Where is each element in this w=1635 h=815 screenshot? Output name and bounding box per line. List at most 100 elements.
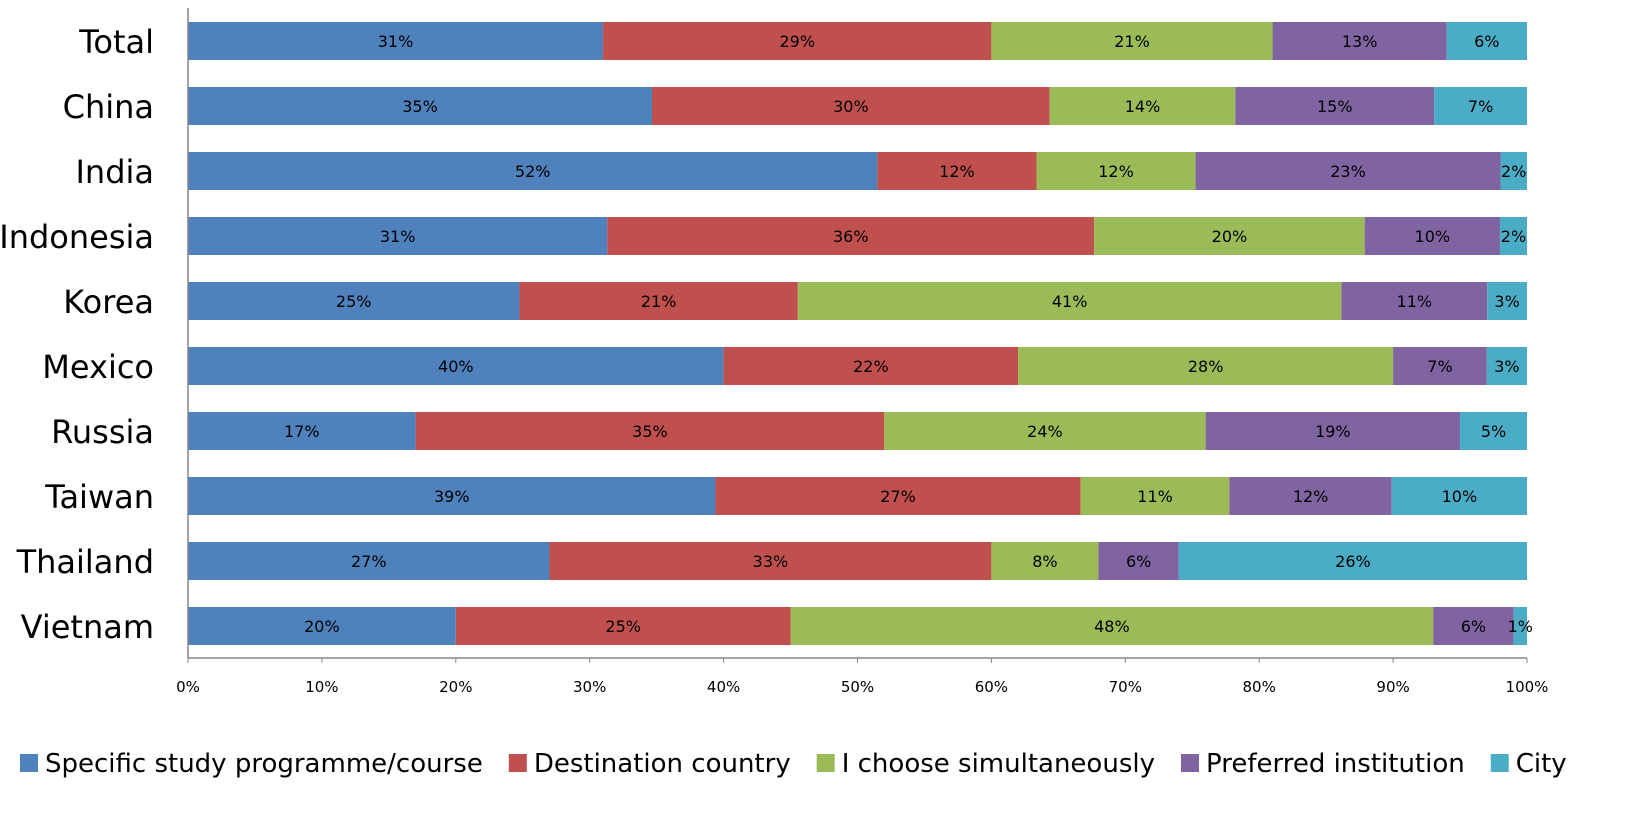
x-tick-label-40: 40%	[707, 678, 740, 696]
data-label-total-city: 6%	[1474, 32, 1499, 51]
x-tick-label-70: 70%	[1109, 678, 1142, 696]
data-label-china-i-choose-simultaneously: 14%	[1125, 97, 1161, 116]
bar-russia-i-choose-simultaneously[interactable]	[884, 412, 1206, 450]
data-label-thailand-city: 26%	[1335, 552, 1371, 571]
bar-taiwan-city[interactable]	[1391, 477, 1527, 515]
bar-total-specific-study-programme-course[interactable]	[188, 22, 604, 60]
bar-china-preferred-institution[interactable]	[1235, 87, 1435, 125]
bar-korea-preferred-institution[interactable]	[1341, 282, 1488, 320]
data-label-thailand-i-choose-simultaneously: 8%	[1032, 552, 1057, 571]
bar-total-city[interactable]	[1446, 22, 1527, 60]
legend-swatch-i-choose-simultaneously	[816, 754, 835, 772]
x-tick-label-50: 50%	[841, 678, 874, 696]
bar-vietnam-preferred-institution[interactable]	[1433, 607, 1514, 645]
bar-taiwan-i-choose-simultaneously[interactable]	[1080, 477, 1230, 515]
bar-korea-specific-study-programme-course[interactable]	[188, 282, 520, 320]
bar-indonesia-city[interactable]	[1499, 217, 1527, 255]
bar-vietnam-specific-study-programme-course[interactable]	[188, 607, 456, 645]
bar-taiwan-destination-country[interactable]	[715, 477, 1081, 515]
bar-indonesia-preferred-institution[interactable]	[1364, 217, 1500, 255]
data-label-total-preferred-institution: 13%	[1342, 32, 1378, 51]
data-label-korea-specific-study-programme-course: 25%	[336, 292, 372, 311]
data-label-vietnam-preferred-institution: 6%	[1461, 617, 1486, 636]
x-tick-label-10: 10%	[305, 678, 338, 696]
bar-indonesia-specific-study-programme-course[interactable]	[188, 217, 608, 255]
bar-russia-destination-country[interactable]	[415, 412, 885, 450]
data-label-russia-specific-study-programme-course: 17%	[284, 422, 320, 441]
category-label-korea: Korea	[63, 283, 154, 321]
legend-label-i-choose-simultaneously: I choose simultaneously	[842, 749, 1155, 779]
bar-thailand-preferred-institution[interactable]	[1098, 542, 1179, 580]
bar-india-city[interactable]	[1500, 152, 1527, 190]
bar-vietnam-city[interactable]	[1513, 607, 1527, 645]
legend-label-city: City	[1516, 749, 1567, 779]
data-label-indonesia-specific-study-programme-course: 31%	[380, 227, 416, 246]
data-label-indonesia-i-choose-simultaneously: 20%	[1212, 227, 1248, 246]
legend-swatch-city	[1490, 754, 1509, 772]
data-label-russia-preferred-institution: 19%	[1315, 422, 1351, 441]
data-label-indonesia-city: 2%	[1501, 227, 1526, 246]
bar-mexico-preferred-institution[interactable]	[1393, 347, 1487, 385]
bar-india-destination-country[interactable]	[877, 152, 1037, 190]
bar-total-i-choose-simultaneously[interactable]	[991, 22, 1273, 60]
data-label-india-i-choose-simultaneously: 12%	[1098, 162, 1134, 181]
bar-vietnam-destination-country[interactable]	[455, 607, 791, 645]
bar-russia-preferred-institution[interactable]	[1205, 412, 1461, 450]
bar-taiwan-specific-study-programme-course[interactable]	[188, 477, 716, 515]
x-tick-label-100: 100%	[1506, 678, 1549, 696]
data-label-vietnam-destination-country: 25%	[605, 617, 641, 636]
data-label-mexico-destination-country: 22%	[853, 357, 889, 376]
bar-china-i-choose-simultaneously[interactable]	[1049, 87, 1236, 125]
bar-russia-city[interactable]	[1460, 412, 1527, 450]
data-label-china-preferred-institution: 15%	[1317, 97, 1353, 116]
bar-india-specific-study-programme-course[interactable]	[188, 152, 878, 190]
bar-korea-destination-country[interactable]	[519, 282, 798, 320]
bar-thailand-specific-study-programme-course[interactable]	[188, 542, 550, 580]
bar-indonesia-i-choose-simultaneously[interactable]	[1094, 217, 1365, 255]
bar-india-preferred-institution[interactable]	[1195, 152, 1501, 190]
bar-indonesia-destination-country[interactable]	[607, 217, 1095, 255]
data-label-vietnam-specific-study-programme-course: 20%	[304, 617, 340, 636]
data-label-total-specific-study-programme-course: 31%	[378, 32, 414, 51]
data-label-mexico-city: 3%	[1494, 357, 1519, 376]
data-label-korea-city: 3%	[1494, 292, 1519, 311]
data-label-korea-preferred-institution: 11%	[1397, 292, 1433, 311]
data-label-total-destination-country: 29%	[779, 32, 815, 51]
x-tick-label-0: 0%	[176, 678, 200, 696]
bar-total-preferred-institution[interactable]	[1272, 22, 1447, 60]
bar-korea-city[interactable]	[1487, 282, 1527, 320]
bar-thailand-city[interactable]	[1178, 542, 1527, 580]
x-tick-label-30: 30%	[573, 678, 606, 696]
data-label-taiwan-destination-country: 27%	[880, 487, 916, 506]
data-label-taiwan-city: 10%	[1442, 487, 1478, 506]
bar-vietnam-i-choose-simultaneously[interactable]	[790, 607, 1434, 645]
bar-china-destination-country[interactable]	[652, 87, 1050, 125]
bar-thailand-destination-country[interactable]	[549, 542, 992, 580]
category-label-thailand: Thailand	[16, 543, 154, 581]
category-label-total: Total	[78, 23, 154, 61]
x-tick-label-90: 90%	[1376, 678, 1409, 696]
bar-mexico-specific-study-programme-course[interactable]	[188, 347, 724, 385]
data-label-taiwan-specific-study-programme-course: 39%	[434, 487, 470, 506]
data-label-taiwan-preferred-institution: 12%	[1293, 487, 1329, 506]
bar-mexico-i-choose-simultaneously[interactable]	[1018, 347, 1394, 385]
bar-india-i-choose-simultaneously[interactable]	[1036, 152, 1196, 190]
legend-swatch-destination-country	[508, 754, 527, 772]
data-label-taiwan-i-choose-simultaneously: 11%	[1137, 487, 1173, 506]
data-label-russia-city: 5%	[1481, 422, 1506, 441]
bar-thailand-i-choose-simultaneously[interactable]	[991, 542, 1099, 580]
category-label-taiwan: Taiwan	[44, 478, 154, 516]
bar-korea-i-choose-simultaneously[interactable]	[797, 282, 1342, 320]
data-label-indonesia-destination-country: 36%	[833, 227, 869, 246]
bar-china-city[interactable]	[1434, 87, 1527, 125]
data-label-total-i-choose-simultaneously: 21%	[1114, 32, 1150, 51]
data-label-india-city: 2%	[1501, 162, 1526, 181]
bar-mexico-city[interactable]	[1486, 347, 1527, 385]
data-label-india-destination-country: 12%	[939, 162, 975, 181]
bar-taiwan-preferred-institution[interactable]	[1229, 477, 1392, 515]
bar-mexico-destination-country[interactable]	[723, 347, 1019, 385]
bar-china-specific-study-programme-course[interactable]	[188, 87, 653, 125]
bar-total-destination-country[interactable]	[603, 22, 992, 60]
bar-russia-specific-study-programme-course[interactable]	[188, 412, 416, 450]
